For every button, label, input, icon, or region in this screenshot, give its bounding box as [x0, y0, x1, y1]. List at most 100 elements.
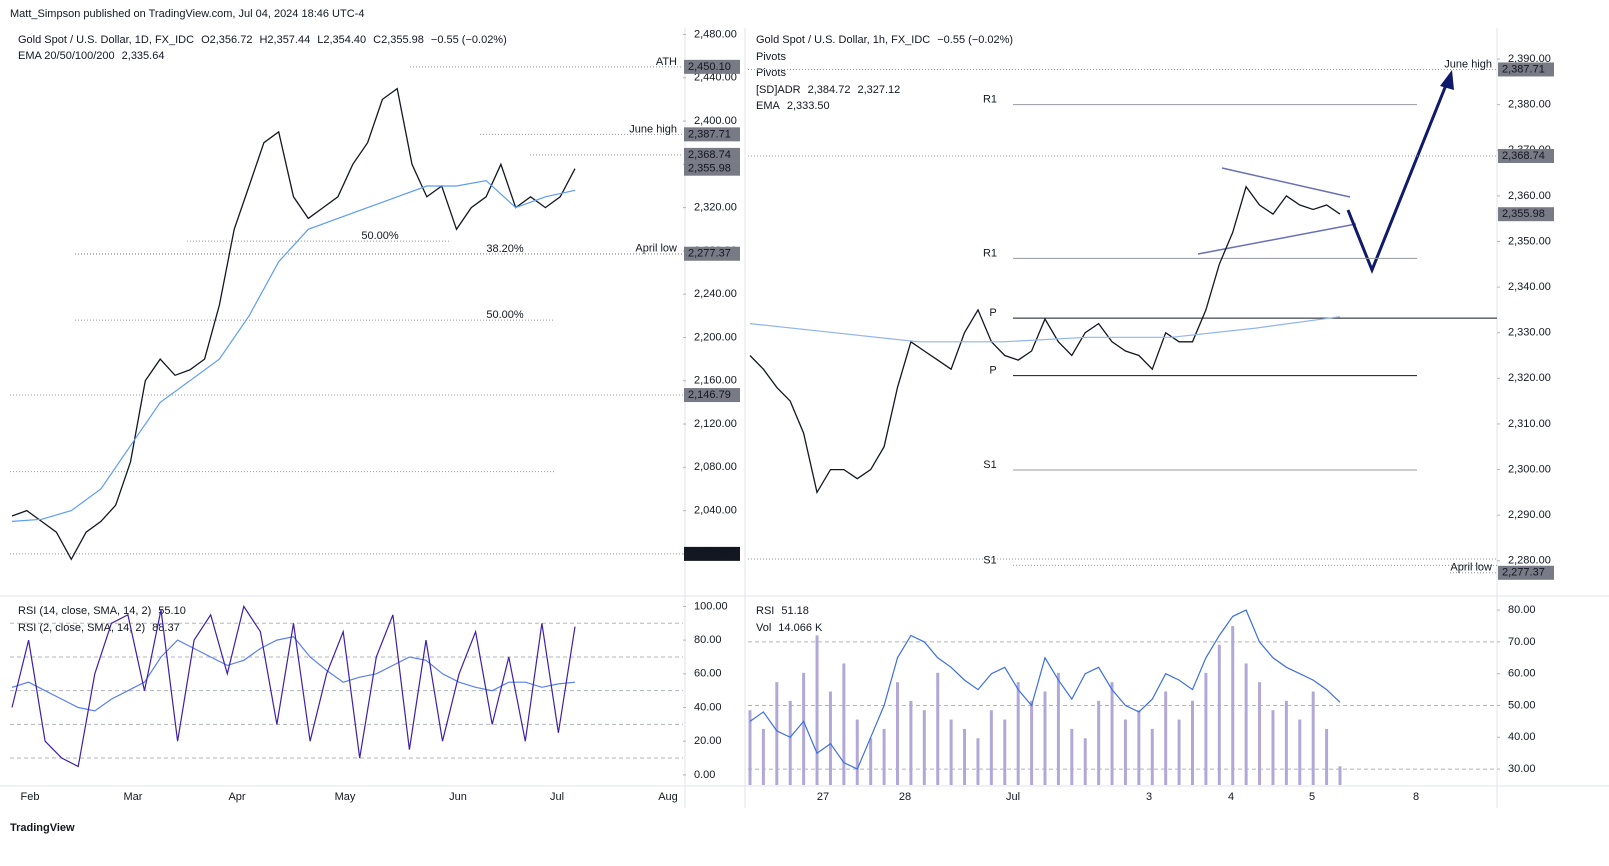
volume-bar [976, 738, 980, 785]
y-tick-label: 2,320.00 [1508, 372, 1551, 384]
y-tick-label: 2,440.00 [694, 72, 737, 84]
volume-bar [1150, 728, 1154, 785]
x-tick-label: 8 [1413, 791, 1419, 803]
volume-bar [1311, 691, 1315, 785]
legend-text: Vol [756, 622, 771, 634]
legend-text: 14.066 K [778, 622, 823, 634]
y-tick-label: 20.00 [694, 735, 722, 747]
y-tick-label: 2,350.00 [1508, 235, 1551, 247]
y-tick-label: 60.00 [694, 668, 722, 680]
volume-bar [828, 691, 832, 785]
price-tag [684, 161, 740, 176]
y-tick-label: 40.00 [694, 701, 722, 713]
line-label: 50.00% [486, 309, 524, 321]
legend-text: 51.18 [781, 605, 809, 617]
volume-bar [1204, 672, 1208, 785]
legend-text: Gold Spot / U.S. Dollar, 1h, FX_IDC [756, 34, 930, 46]
y-tick-label: 2,240.00 [694, 288, 737, 300]
volume-bar [1097, 700, 1101, 785]
volume-bar [1271, 710, 1275, 785]
price-tag-label: 2,368.74 [688, 149, 731, 161]
price-tag [684, 147, 740, 162]
x-tick-label: 3 [1146, 791, 1152, 803]
x-tick-label: Apr [228, 791, 245, 803]
line-label: April low [1450, 562, 1492, 574]
y-tick-label: 70.00 [1508, 636, 1536, 648]
x-tick-label: 5 [1309, 791, 1315, 803]
series-line [11, 604, 576, 768]
price-tag [1498, 148, 1554, 163]
volume-bar [1191, 700, 1194, 785]
price-tag [684, 127, 740, 142]
line-label: April low [635, 243, 677, 255]
legend-text: Pivots [756, 67, 786, 79]
line-label: June high [1444, 58, 1492, 70]
volume-bar [1056, 672, 1060, 785]
volume-bar [1070, 728, 1074, 785]
y-tick-label: 2,120.00 [694, 418, 737, 430]
volume-bar [775, 682, 779, 785]
volume-bar [869, 738, 873, 785]
x-tick-label: Jun [449, 791, 467, 803]
volume-bar [1123, 719, 1127, 785]
line-label: ATH [656, 56, 677, 68]
y-tick-label: 2,390.00 [1508, 53, 1551, 65]
volume-bar [909, 700, 913, 785]
series-line [749, 316, 1341, 343]
y-tick-label: 2,300.00 [1508, 463, 1551, 475]
price-tag-label: 2,000.00 [688, 548, 731, 560]
volume-bar [1298, 719, 1302, 785]
legend-text: 55.10 [158, 605, 186, 617]
y-tick-label: 2,310.00 [1508, 418, 1551, 430]
volume-bar [1016, 682, 1020, 785]
volume-bar [1137, 710, 1141, 785]
volume-bar [1030, 700, 1034, 785]
volume-bar [1258, 682, 1262, 785]
volume-bar [761, 728, 765, 785]
x-tick-label: 28 [899, 791, 911, 803]
price-tag-label: 2,355.98 [1502, 208, 1545, 220]
volume-bar [802, 672, 806, 785]
line-label: S1 [983, 554, 996, 566]
line-label: June high [629, 123, 677, 135]
x-tick-label: Jul [1006, 791, 1020, 803]
x-tick-label: Feb [21, 791, 40, 803]
volume-bar [1083, 738, 1087, 785]
line-label: R1 [983, 94, 997, 106]
price-tag-label: 2,277.37 [688, 248, 731, 260]
volume-bar [842, 663, 846, 785]
volume-bar [882, 728, 886, 785]
y-tick-label: 0.00 [694, 769, 715, 781]
volume-bar [1177, 719, 1181, 785]
legend-text: O2,356.72 [201, 34, 252, 46]
price-tag-label: 2,387.71 [1502, 63, 1545, 75]
price-tag-label: 2,146.79 [688, 389, 731, 401]
legend-text: 88.37 [152, 622, 180, 634]
x-tick-label: Mar [124, 791, 143, 803]
volume-bar [963, 728, 967, 785]
y-tick-label: 2,040.00 [694, 505, 737, 517]
line-label: 38.20% [486, 243, 524, 255]
price-tag [1498, 565, 1554, 580]
volume-bar [1244, 663, 1248, 785]
legend-text: 2,333.50 [787, 100, 830, 112]
volume-bar [896, 682, 899, 785]
volume-bar [788, 700, 792, 785]
y-tick-label: 80.00 [1508, 604, 1536, 616]
volume-bar [1043, 691, 1047, 785]
volume-bar [1284, 700, 1288, 785]
x-tick-label: Aug [658, 791, 678, 803]
y-tick-label: 100.00 [694, 600, 728, 612]
price-tag [684, 388, 740, 403]
legend-text: EMA 20/50/100/200 [18, 50, 115, 62]
legend-text: 2,384.72 [808, 84, 851, 96]
series-line [749, 609, 1341, 770]
line-label: P [989, 364, 996, 376]
price-tag-label: 2,450.10 [688, 61, 731, 73]
y-tick-label: 2,280.00 [1508, 555, 1551, 567]
y-tick-label: 2,290.00 [1508, 509, 1551, 521]
y-tick-label: 2,160.00 [694, 375, 737, 387]
legend-text: [SD]ADR [756, 84, 801, 96]
series-line [749, 185, 1341, 495]
